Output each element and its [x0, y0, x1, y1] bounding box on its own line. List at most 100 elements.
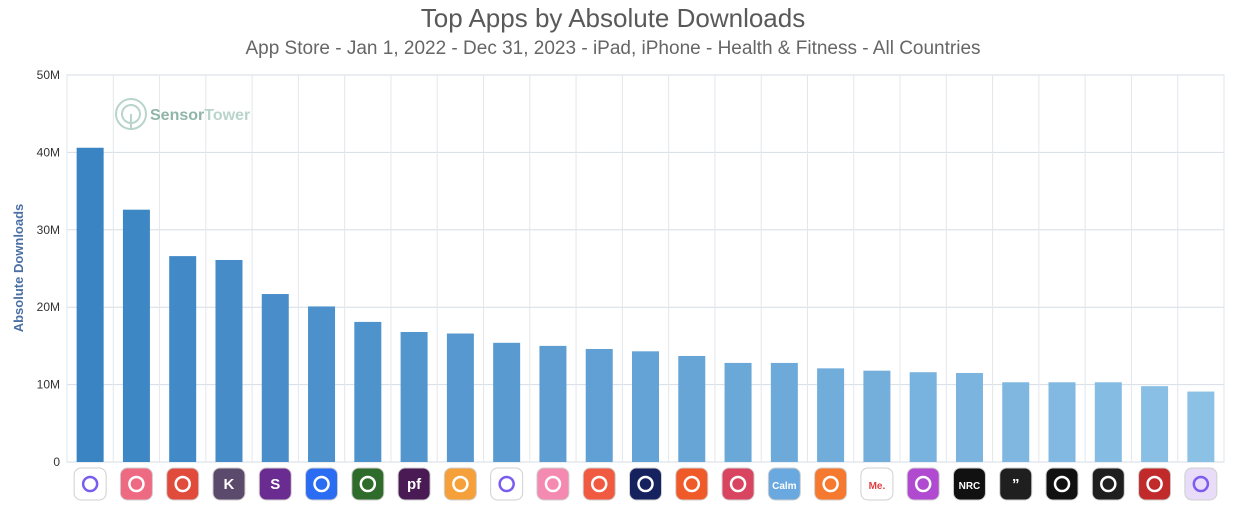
icon-app-10 — [490, 467, 524, 501]
app-icon-glyph — [313, 475, 330, 493]
sensortower-logo-icon — [115, 98, 147, 130]
app-icon-bg — [952, 467, 986, 501]
y-tick-label: 10M — [37, 378, 60, 392]
app-icon-bg — [397, 467, 431, 501]
bar-15 — [724, 362, 752, 462]
app-icon-bg — [814, 467, 848, 501]
icon-app-5: S — [258, 467, 292, 501]
app-icon-glyph — [359, 475, 377, 493]
y-axis-label: Absolute Downloads — [11, 204, 26, 333]
app-icon-glyph — [452, 475, 469, 493]
icon-app-7 — [351, 467, 385, 501]
icon-app-14 — [675, 467, 709, 501]
icon-app-11 — [536, 467, 570, 501]
bar-8 — [400, 331, 428, 462]
app-icon-glyph: K — [224, 476, 235, 493]
app-icon-bg — [490, 467, 524, 501]
y-tick-label: 30M — [37, 223, 60, 237]
icon-app-12 — [582, 467, 616, 501]
icon-app-1 — [73, 467, 107, 501]
icon-app-8: pf — [397, 467, 431, 501]
icon-app-13 — [629, 467, 662, 501]
bar-1 — [76, 147, 104, 463]
bar-9 — [446, 333, 474, 462]
icon-app-24 — [1138, 467, 1172, 501]
bar-14 — [678, 355, 706, 462]
app-icon-bg — [629, 467, 662, 501]
app-icon-bg — [1184, 467, 1218, 501]
bar-2 — [122, 209, 150, 462]
bar-7 — [354, 321, 382, 462]
app-icon-bg — [258, 467, 292, 501]
bar-23 — [1094, 382, 1122, 462]
bar-11 — [539, 345, 567, 462]
app-icon-bg — [767, 467, 801, 501]
icon-app-4: K — [212, 467, 246, 501]
bar-16 — [770, 362, 798, 462]
icon-app-2 — [119, 467, 153, 501]
icon-app-21: ” — [999, 467, 1033, 501]
bar-4 — [215, 259, 243, 462]
icon-app-17 — [814, 467, 848, 501]
app-icon-glyph — [590, 475, 608, 493]
app-icon-glyph — [128, 475, 145, 493]
chart-subtitle: App Store - Jan 1, 2022 - Dec 31, 2023 -… — [245, 38, 981, 59]
y-axis: 0 10M 20M 30M 40M 50M — [37, 68, 61, 469]
bar-17 — [817, 368, 845, 462]
icon-app-25 — [1184, 467, 1218, 501]
app-icon-glyph — [174, 475, 191, 493]
app-icon-glyph — [637, 475, 654, 493]
app-icon-bg — [1045, 467, 1079, 501]
app-icon-glyph: ” — [1012, 476, 1020, 493]
bar-5 — [261, 294, 289, 462]
app-icon-bg — [906, 467, 940, 501]
icon-app-18: Me. — [860, 467, 894, 501]
icon-app-16: Calm — [767, 467, 801, 501]
bar-13 — [632, 351, 659, 462]
chart-title: Top Apps by Absolute Downloads — [420, 3, 806, 33]
watermark-text: SensorTower — [150, 107, 250, 124]
app-icon-glyph — [683, 475, 701, 493]
app-icon-bg — [119, 467, 153, 501]
y-tick-label: 0 — [53, 455, 60, 469]
app-icon-glyph — [544, 475, 562, 493]
app-icon-glyph: Me. — [869, 481, 886, 492]
bar-12 — [585, 348, 613, 462]
app-icon-bg — [443, 467, 477, 501]
bar-6 — [308, 306, 336, 462]
app-icon-bg — [999, 467, 1033, 501]
app-icon-glyph — [822, 475, 839, 493]
app-icon-glyph: NRC — [959, 481, 981, 492]
y-tick-label: 20M — [37, 300, 60, 314]
app-icon-glyph — [1053, 475, 1071, 493]
app-icon-glyph — [1100, 475, 1117, 493]
bar-22 — [1048, 382, 1076, 462]
app-icon-glyph — [81, 475, 99, 493]
icon-app-9 — [443, 467, 477, 501]
icon-app-23 — [1091, 467, 1125, 501]
app-icon-bg — [351, 467, 385, 501]
bar-21 — [1002, 382, 1030, 462]
bar-3 — [169, 256, 197, 462]
app-icon-bg — [582, 467, 616, 501]
app-icon-bg — [1091, 467, 1125, 501]
app-icon-glyph: Calm — [772, 481, 797, 492]
y-tick-label: 50M — [37, 68, 60, 82]
icon-app-22 — [1045, 467, 1079, 501]
bar-10 — [493, 342, 521, 462]
app-icon-bg — [1138, 467, 1172, 501]
icon-app-6 — [305, 467, 339, 501]
watermark-text-tower: Tower — [204, 107, 250, 124]
bar-24 — [1141, 386, 1169, 462]
app-icon-glyph — [914, 475, 932, 493]
app-icon-glyph — [1146, 475, 1163, 493]
app-icon-bg — [305, 467, 339, 501]
app-icon-bg — [721, 467, 755, 501]
bar-20 — [955, 372, 983, 462]
app-icon-glyph: pf — [407, 476, 422, 493]
app-icon-bg — [73, 467, 107, 501]
app-icon-glyph — [1192, 475, 1210, 493]
sensortower-watermark: SensorTower — [115, 98, 250, 130]
